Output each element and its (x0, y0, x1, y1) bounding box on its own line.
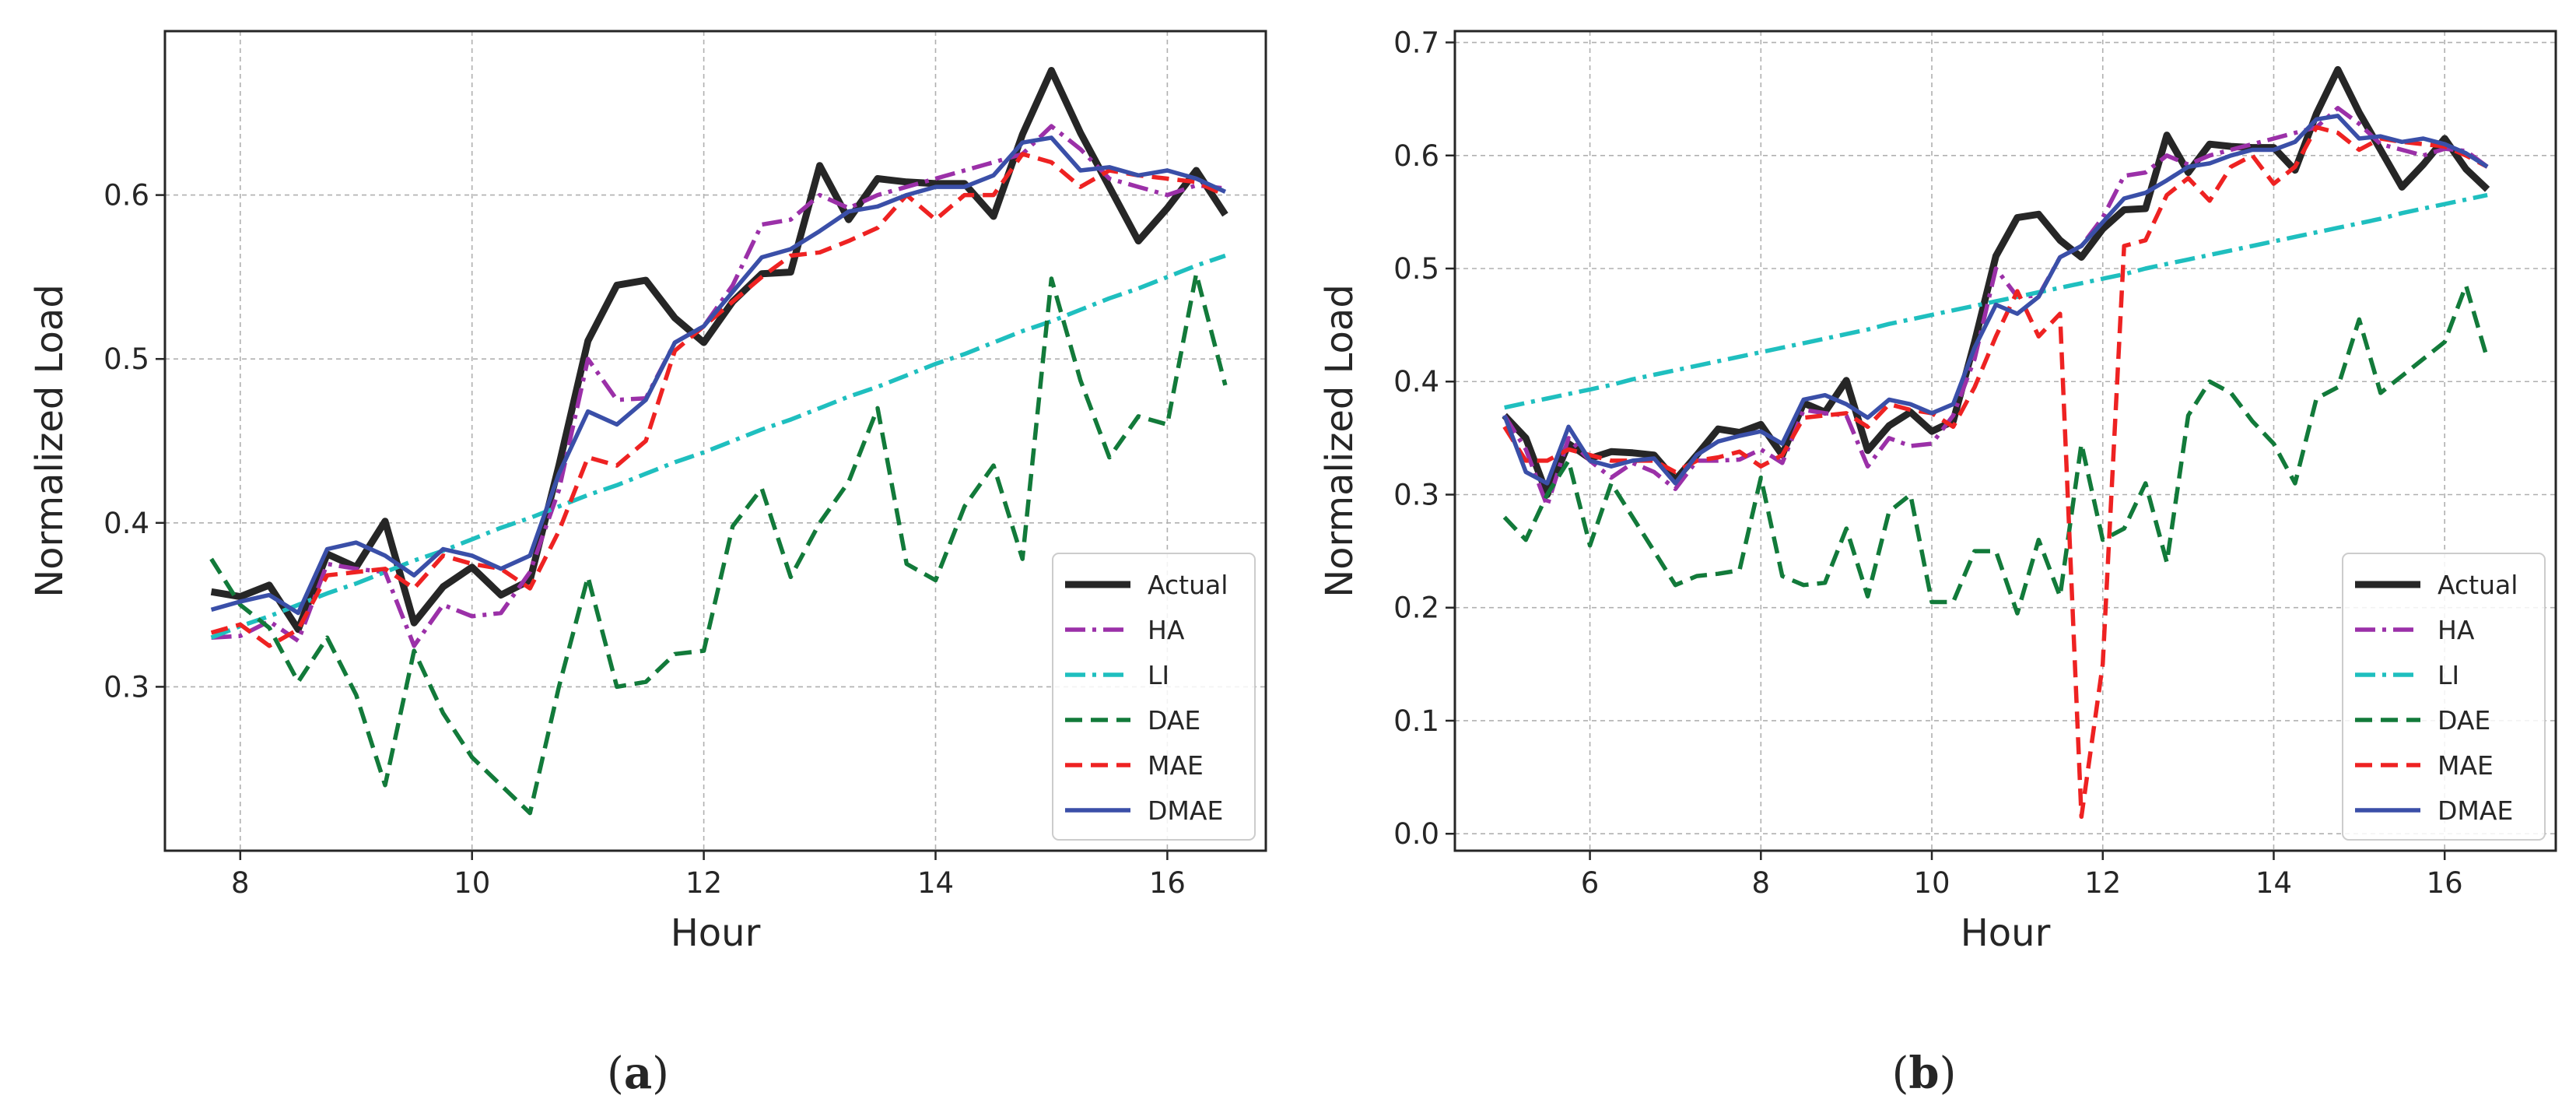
panel-caption: (a) (607, 1048, 669, 1099)
series-line-li (1504, 192, 2488, 410)
legend-label-ha: HA (2438, 615, 2475, 645)
legend-box (2342, 553, 2546, 841)
panel-caption-letter: a (624, 1048, 652, 1099)
legend-label-actual: Actual (1148, 570, 1228, 600)
series-group (1502, 65, 2490, 820)
y-tick-label: 0.3 (1393, 478, 1439, 511)
legend-label-actual: Actual (2438, 570, 2518, 600)
y-tick-label: 0.5 (1393, 252, 1439, 286)
series-line-dae (209, 271, 1228, 816)
x-tick-label: 10 (454, 866, 490, 900)
y-tick-label: 0.6 (103, 179, 149, 212)
x-axis-label: Hour (1961, 911, 2051, 955)
legend-label-dmae: DMAE (1148, 795, 1223, 826)
legend: Actual HA LI DAE MAE DMAE (1052, 553, 1256, 841)
series-line-mae (210, 152, 1227, 648)
legend-label-dmae: DMAE (2438, 795, 2513, 826)
x-tick-label: 16 (2427, 866, 2463, 900)
series-group (209, 67, 1228, 816)
legend-label-li: LI (2438, 660, 2459, 690)
y-tick-label: 0.5 (103, 342, 149, 376)
series-line-actual (1502, 65, 2490, 498)
series-line-dmae (1502, 114, 2489, 486)
y-axis-label: Normalized Load (1318, 284, 1362, 598)
x-tick-label: 12 (2084, 866, 2121, 900)
series-line-actual (210, 67, 1228, 634)
legend-label-li: LI (1148, 660, 1169, 690)
series-line-mae (1502, 125, 2489, 820)
legend-label-dae: DAE (1148, 705, 1200, 736)
legend-label-dae: DAE (2438, 705, 2490, 736)
legend-label-mae: MAE (2438, 750, 2494, 781)
x-tick-label: 10 (1913, 866, 1950, 900)
panel-caption: (b) (1892, 1048, 1957, 1099)
y-tick-label: 0.6 (1393, 139, 1439, 173)
axes-frame (163, 30, 1267, 852)
legend-box (1052, 553, 1256, 841)
legend-label-mae: MAE (1148, 750, 1204, 781)
y-tick-label: 0.1 (1393, 704, 1439, 738)
x-tick-label: 8 (231, 866, 250, 900)
chart-panel-a: 8 10 12 14 16 0.3 0.4 0.5 0.6 Hour Normalized Load… (28, 30, 1267, 1099)
series-line-ha (1502, 106, 2489, 508)
series-line-ha (211, 124, 1226, 648)
legend-label-ha: HA (1148, 615, 1185, 645)
y-tick-label: 0.4 (103, 507, 149, 540)
y-axis-label: Normalized Load (28, 284, 72, 598)
panel-caption-letter: b (1908, 1048, 1939, 1099)
y-tick-label: 0.3 (103, 670, 149, 704)
x-tick-label: 14 (917, 866, 954, 900)
x-tick-label: 14 (2255, 866, 2292, 900)
y-tick-label: 0.2 (1393, 592, 1439, 625)
chart-panel-b: 6 8 10 12 14 16 0.0 0.1 0.2 0.3 0.4 0.5 0.6 0.7 Hour No… (1318, 26, 2557, 1099)
x-tick-label: 16 (1149, 866, 1186, 900)
legend: Actual HA LI DAE MAE DMAE (2342, 553, 2546, 841)
series-line-li (210, 253, 1226, 640)
y-tick-label: 0.0 (1393, 817, 1439, 851)
x-tick-label: 12 (685, 866, 722, 900)
y-tick-label: 0.7 (1393, 26, 1439, 60)
series-line-dmae (210, 135, 1227, 616)
axes-frame (1453, 30, 2557, 852)
x-tick-label: 6 (1581, 866, 1600, 900)
x-tick-label: 8 (1752, 866, 1771, 900)
series-line-dae (1502, 283, 2490, 616)
x-axis-label: Hour (671, 911, 761, 955)
y-tick-label: 0.4 (1393, 365, 1439, 399)
